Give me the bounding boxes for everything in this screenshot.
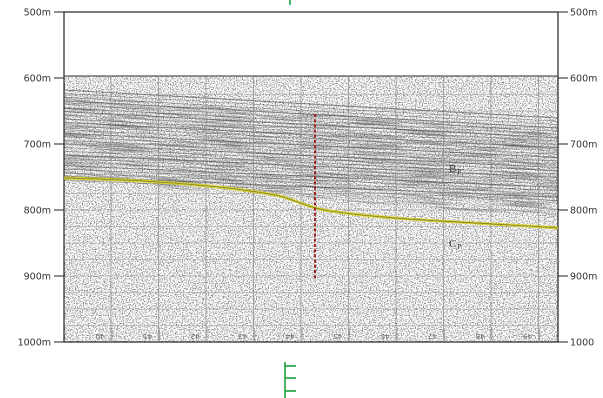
reflector-line [64, 150, 558, 175]
unit-label-lower: CP [449, 238, 461, 251]
reflector-line [64, 129, 558, 155]
bottom-position-marker [284, 362, 296, 398]
reflector-line [64, 179, 558, 201]
reflector-line [64, 121, 558, 149]
reflector-line [64, 161, 558, 185]
fix-mark-label: 47 [428, 332, 437, 340]
left-depth-label: 1000m [18, 338, 51, 349]
right-depth-label: 500m [570, 8, 597, 19]
reflector-line [64, 111, 558, 139]
reflector-line [64, 154, 558, 178]
fix-mark-label: 42 [191, 332, 200, 340]
reflector-line [64, 107, 558, 135]
reflector-line [64, 168, 558, 191]
left-depth-label: 600m [24, 74, 51, 85]
fix-mark-label: 43 [238, 332, 247, 340]
reflector-line [64, 100, 558, 129]
reflector-line [64, 118, 558, 145]
reflector-line [64, 172, 558, 195]
unit-label-upper: BP [449, 163, 461, 176]
left-depth-axis: 500m 600m 700m 800m 900m 1000m [18, 8, 64, 349]
left-depth-label: 500m [24, 8, 51, 19]
fix-mark-label: 45 [333, 332, 342, 340]
reflector-line [64, 104, 558, 132]
right-depth-label: 900m [570, 272, 597, 283]
fix-mark-label: 44 [285, 332, 294, 340]
right-depth-label: 600m [570, 74, 597, 85]
left-depth-label: 700m [24, 140, 51, 151]
reflector-line [64, 165, 558, 188]
reflector-line [64, 114, 558, 142]
grid [64, 76, 558, 342]
fix-mark-label: 46 [380, 332, 389, 340]
left-depth-label: 900m [24, 272, 51, 283]
reflector-line [64, 132, 558, 159]
fix-mark-label: 48 [476, 332, 485, 340]
seismic-record [64, 75, 558, 342]
reflector-line [64, 125, 558, 152]
fix-marks: 40 41 42 43 44 45 46 47 48 49 [96, 328, 540, 342]
reflector-line [64, 93, 558, 122]
right-depth-label: 700m [570, 140, 597, 151]
horizon-line-core [63, 177, 559, 229]
right-depth-label: 800m [570, 206, 597, 217]
fix-mark-label: 40 [96, 332, 105, 340]
right-depth-axis: 500m 600m 700m 800m 900m 1000 [558, 8, 597, 349]
fix-mark-label: 49 [523, 332, 532, 340]
left-depth-label: 800m [24, 206, 51, 217]
reflector-line [64, 136, 558, 162]
reflector-line [64, 147, 558, 172]
fix-mark-label: 41 [143, 332, 152, 340]
right-depth-label: 1000 [570, 338, 594, 349]
reflector-line [64, 143, 558, 169]
reflector-lines [64, 89, 558, 201]
